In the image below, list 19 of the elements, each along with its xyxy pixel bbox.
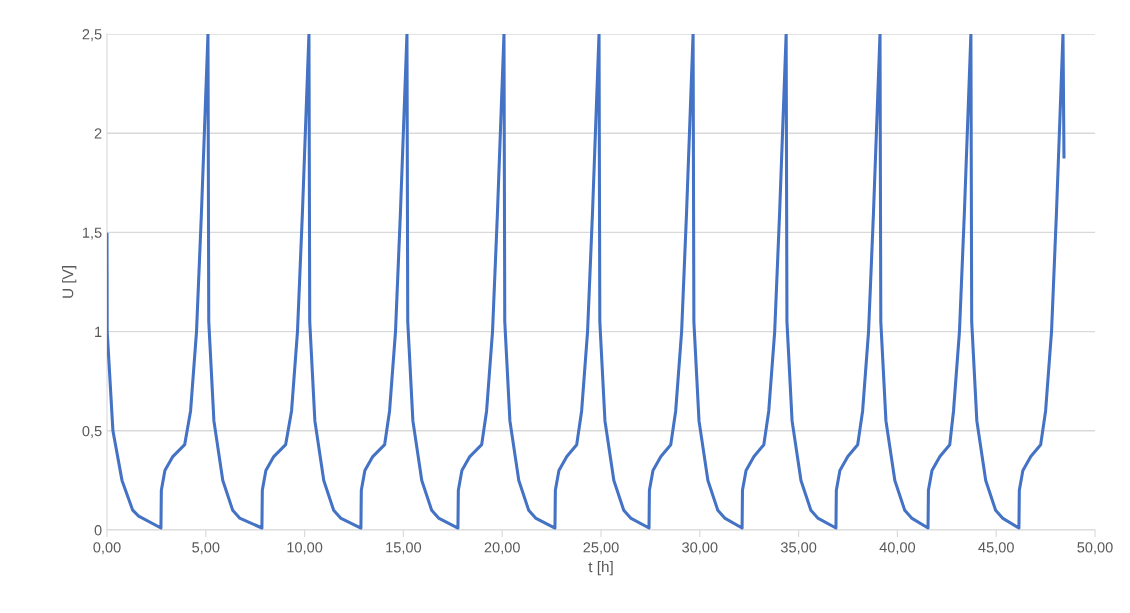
x-tick-label: 30,00: [682, 542, 718, 555]
y-tick-label: 0: [94, 525, 102, 536]
x-tick-label: 0,00: [93, 542, 121, 555]
y-axis-title: U [V]: [62, 266, 77, 298]
y-tick-label: 2: [94, 128, 102, 139]
x-axis-title: t [h]: [588, 560, 613, 576]
x-tick-label: 20,00: [484, 542, 520, 555]
y-tick-label: 1,5: [82, 227, 102, 240]
x-tick-label: 50,00: [1077, 542, 1113, 555]
y-tick-label: 0,5: [82, 425, 102, 438]
x-tick-label: 25,00: [583, 542, 619, 555]
x-tick-label: 10,00: [287, 542, 323, 555]
x-tick-label: 35,00: [780, 542, 817, 555]
x-tick-label: 15,00: [386, 542, 422, 555]
x-tick-label: 5,00: [192, 542, 220, 555]
y-tick-label: 2,5: [82, 29, 102, 42]
y-tick-label: 1: [95, 326, 102, 337]
x-tick-label: 40,00: [879, 542, 916, 555]
x-tick-label: 45,00: [978, 542, 1014, 555]
